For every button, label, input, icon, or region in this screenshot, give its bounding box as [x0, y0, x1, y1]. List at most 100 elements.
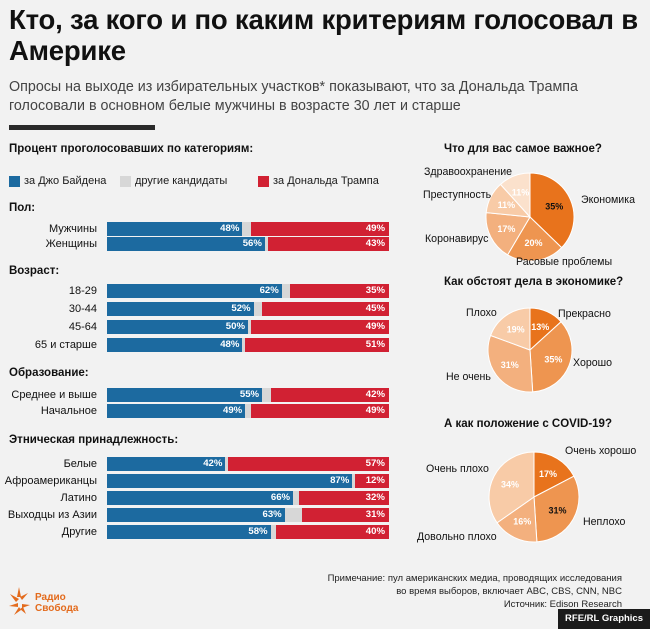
bar-row-label: Начальное — [40, 405, 97, 417]
pie-value-label: 35% — [545, 202, 563, 212]
legend-label-other: другие кандидаты — [135, 175, 228, 187]
bar-value-label: 48% — [220, 339, 240, 350]
radio-svoboda-logo: Радио Свобода — [9, 583, 78, 619]
bar-value-label: 42% — [365, 389, 385, 400]
page-title: Кто, за кого и по каким критериям голосо… — [9, 4, 638, 66]
bar-row: 62% 35% — [107, 284, 389, 298]
bar-row-label: 65 и старше — [34, 339, 97, 351]
bar-value-label: 43% — [365, 238, 385, 249]
bar-value-label: 66% — [270, 492, 291, 503]
bar-value-label: 49% — [365, 321, 385, 332]
pie-value-label: 34% — [501, 480, 519, 490]
pie-slice — [485, 212, 531, 256]
bar-segment-biden: 52% — [107, 302, 254, 316]
bar-group-label: Возраст: — [9, 265, 60, 277]
bar-value-label: 57% — [365, 458, 385, 469]
pie-chart-covid: 17% 31% 16% 34% — [488, 451, 580, 543]
bar-row-label: 18-29 — [68, 285, 97, 297]
bar-row-label: Афроамериканцы — [4, 475, 97, 487]
bar-group-label: Этническая принадлежность: — [9, 434, 179, 446]
pie-value-label: 13% — [531, 322, 549, 332]
pie-value-label: 11% — [512, 187, 530, 197]
pie-2-label-excellent: Прекрасно — [558, 308, 611, 320]
pie-slice — [489, 307, 531, 351]
bar-segment-other — [242, 338, 246, 352]
bar-value-label: 31% — [365, 509, 385, 520]
pie-value-label: 35% — [544, 354, 562, 364]
bar-value-label: 58% — [248, 526, 268, 537]
pie-slice — [499, 172, 531, 219]
bar-segment-trump: 32% — [298, 491, 389, 505]
bar-row: 87% 12% — [107, 474, 389, 488]
pie-chart-economy: 13% 35% 31% 19% — [487, 307, 573, 393]
bar-row-label: Другие — [61, 526, 97, 538]
pie-1-label-economy: Экономика — [581, 194, 635, 206]
bar-segment-biden: 66% — [107, 491, 294, 505]
pie-slice — [533, 451, 575, 498]
bar-segment-trump: 49% — [250, 404, 389, 418]
bar-segment-biden: 56% — [107, 237, 265, 251]
pie-3-title: А как положение с COVID-19? — [444, 418, 612, 430]
bar-segment-trump: 45% — [262, 302, 389, 316]
title-rule — [9, 125, 155, 130]
pie-1-title: Что для вас самое важное? — [444, 143, 602, 155]
bar-value-label: 50% — [225, 321, 245, 332]
bar-row-label: Белые — [63, 458, 97, 470]
bar-segment-other — [253, 302, 263, 316]
logo-burst-icon — [9, 587, 30, 615]
bar-segment-trump: 43% — [267, 237, 389, 251]
bar-segment-trump: 42% — [270, 388, 389, 402]
pie-slice — [506, 216, 563, 262]
bar-row-label: Латино — [60, 492, 97, 504]
pie-slice — [529, 321, 573, 393]
legend-label-trump: за Дональда Трампа — [273, 175, 379, 187]
bar-row-label: Женщины — [45, 238, 97, 250]
bar-value-label: 35% — [365, 285, 385, 296]
footnote-line-2: во время выборов, включает ABC, CBS, CNN… — [396, 586, 622, 597]
bar-segment-trump: 35% — [290, 284, 389, 298]
bar-segment-trump: 12% — [355, 474, 389, 488]
source-line: Источник: Edison Research — [503, 599, 622, 610]
bar-segment-biden: 58% — [107, 525, 271, 539]
bar-segment-trump: 57% — [228, 457, 389, 471]
pie-1-label-healthcare: Здравоохранение — [424, 166, 513, 178]
legend-swatch-biden — [9, 176, 20, 187]
bar-segment-biden: 48% — [107, 222, 243, 236]
bar-row: 49% 49% — [107, 404, 389, 418]
bar-segment-other — [242, 222, 251, 236]
bar-row: 48% 49% — [107, 222, 390, 236]
page-subtitle: Опросы на выходе из избирательных участк… — [9, 79, 578, 114]
bar-row: 63% 31% — [107, 508, 389, 522]
bar-group-label: Пол: — [9, 202, 36, 214]
pie-value-label: 20% — [525, 238, 543, 248]
bar-segment-other — [225, 457, 229, 471]
bar-segment-trump: 51% — [245, 338, 389, 352]
pie-3-label-very-good: Очень хорошо — [565, 445, 637, 457]
bar-segment-biden: 42% — [107, 457, 226, 471]
pie-slice — [487, 334, 534, 393]
bar-row-label: Выходцы из Азии — [7, 509, 97, 521]
pie-slice — [496, 496, 538, 543]
bar-segment-biden: 55% — [107, 388, 263, 402]
bar-value-label: 56% — [242, 238, 262, 249]
pie-3-label-rather-bad: Довольно плохо — [417, 531, 497, 543]
bar-segment-other — [264, 237, 268, 251]
pie-slice — [529, 172, 575, 249]
bar-segment-other — [245, 404, 251, 418]
footnote-line-1: Примечание: пул американских медиа, пров… — [327, 573, 622, 584]
pie-1-label-coronavirus: Коронавирус — [425, 233, 489, 245]
pie-1-label-crime: Преступность — [423, 189, 492, 201]
bar-value-label: 48% — [220, 223, 240, 234]
bar-value-label: 52% — [231, 303, 251, 314]
pie-value-label: 31% — [501, 360, 519, 370]
pie-value-label: 19% — [507, 324, 525, 334]
bar-segment-trump: 40% — [276, 525, 389, 539]
bar-segment-other — [248, 320, 251, 334]
bar-value-label: 62% — [259, 285, 279, 296]
bar-row: 58% 40% — [107, 525, 389, 539]
bar-segment-other — [281, 284, 291, 298]
bar-segment-other — [262, 388, 271, 402]
bar-value-label: 49% — [365, 223, 386, 234]
bar-row: 48% 51% — [107, 338, 389, 352]
bar-row: 55% 42% — [107, 388, 389, 402]
